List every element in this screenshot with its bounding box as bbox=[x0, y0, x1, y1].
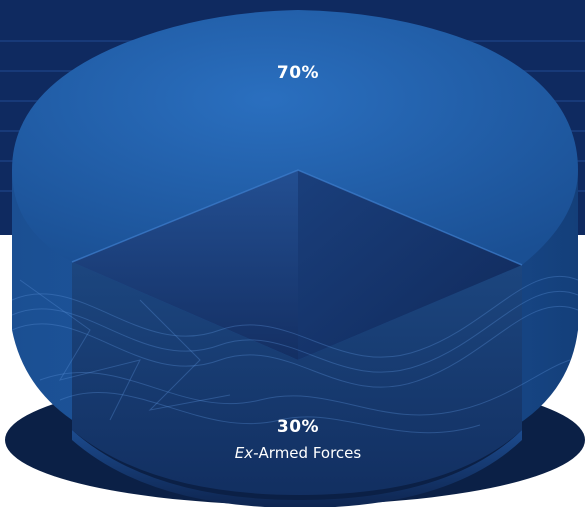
slice-inner-wall-right bbox=[298, 170, 522, 360]
slice-30-category-label: Ex-Armed Forces bbox=[235, 444, 362, 462]
slice-30-value-label: 30% bbox=[277, 417, 319, 437]
slice-70-top-edge bbox=[71, 169, 523, 266]
slice-30-label-rest: Armed Forces bbox=[259, 444, 362, 462]
slice-70-top bbox=[12, 10, 578, 265]
slice-70-value-label: 70% bbox=[277, 63, 319, 83]
slice-30-base-rim bbox=[72, 430, 522, 507]
slice-30-floor bbox=[72, 262, 522, 495]
slice-inner-wall-left bbox=[72, 170, 298, 360]
slice-30-label-italic: Ex- bbox=[235, 444, 259, 462]
wave-texture bbox=[11, 275, 579, 434]
